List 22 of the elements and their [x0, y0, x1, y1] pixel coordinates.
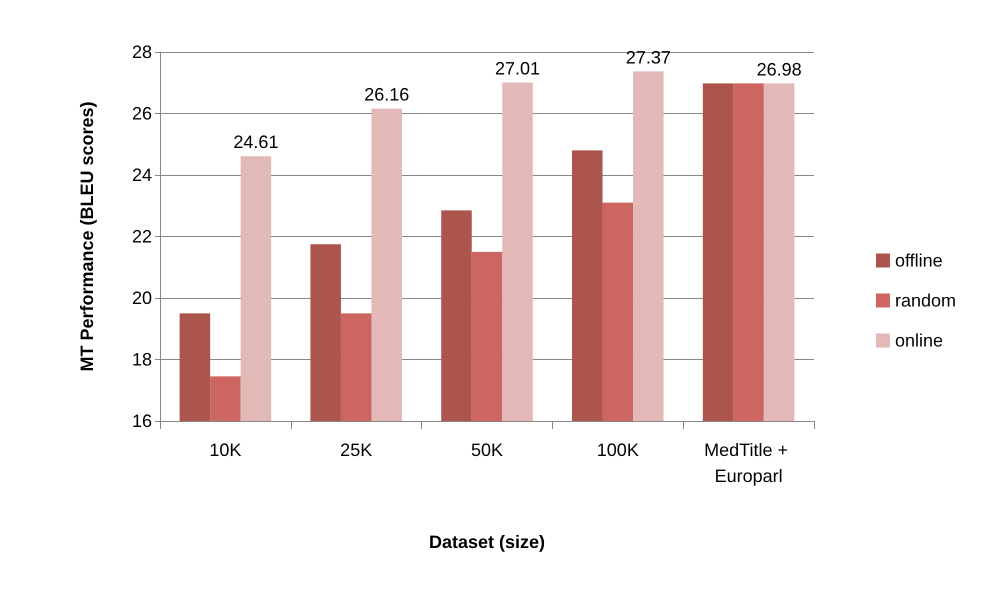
x-tick-label: 25K [340, 440, 372, 460]
data-label: 26.98 [756, 59, 802, 80]
legend-label: random [894, 290, 956, 310]
y-tick-label: 28 [132, 42, 152, 62]
y-tick-label: 16 [132, 411, 152, 431]
legend-label: online [894, 330, 944, 350]
data-label: 27.01 [494, 58, 540, 78]
legend-label: offline [894, 250, 943, 270]
y-tick-label: 20 [132, 288, 152, 308]
y-tick-label: 22 [132, 226, 152, 246]
y-tick-label: 18 [132, 350, 152, 370]
y-tick-label: 26 [132, 104, 152, 124]
x-axis-title: Dataset (size) [428, 532, 546, 552]
y-axis-title: MT Performance (BLEU scores) [77, 101, 97, 372]
data-label: 26.16 [364, 84, 410, 105]
x-tick-label: MedTitle + Europarl [704, 440, 794, 486]
data-label: 24.61 [233, 132, 278, 152]
y-tick-label: 24 [132, 165, 152, 185]
data-label: 27.37 [626, 47, 671, 68]
x-tick-label: 10K [209, 440, 242, 460]
x-tick-label: 50K [470, 440, 504, 460]
x-tick-label: 100K [596, 440, 639, 460]
